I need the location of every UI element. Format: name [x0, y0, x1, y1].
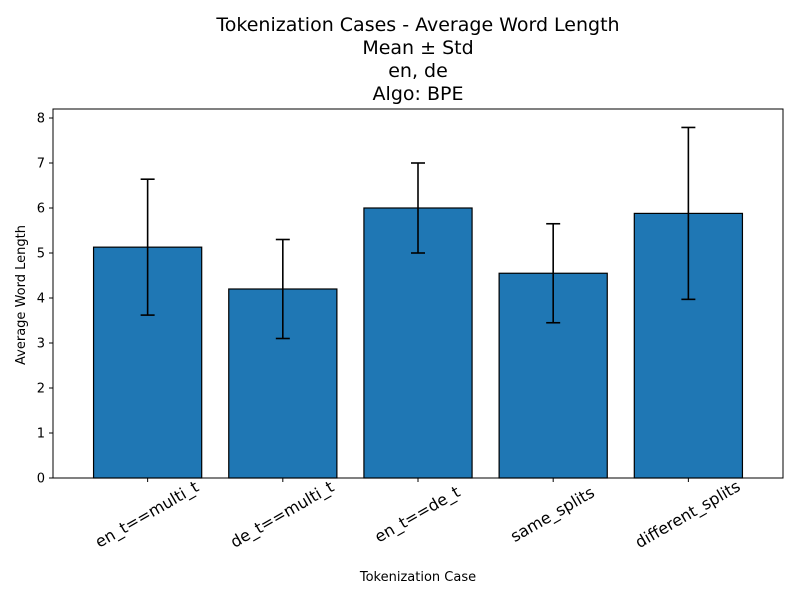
plot-area: 0 1 2 3 4 5 6 7 8 en_t==multi_t de_t==multi_t en_t=… — [37, 108, 784, 553]
title-line-1: Tokenization Cases - Average Word Length — [215, 14, 619, 36]
chart-title: Tokenization Cases - Average Word Length… — [215, 14, 619, 105]
x-axis-label: Tokenization Case — [359, 570, 476, 585]
x-tick-label-0: en_t==multi_t — [92, 477, 203, 552]
y-tick-label-5: 5 — [37, 247, 45, 262]
title-line-3: en, de — [388, 60, 448, 82]
title-line-2: Mean ± Std — [362, 37, 473, 59]
y-tick-label-1: 1 — [37, 427, 45, 442]
x-tick-label-1: de_t==multi_t — [227, 477, 338, 552]
y-tick-label-2: 2 — [37, 382, 45, 397]
y-tick-label-0: 0 — [37, 472, 45, 487]
x-tick-label-3: same_splits — [507, 483, 598, 547]
x-tick-label-2: en_t==de_t — [371, 482, 464, 547]
y-tick-label-6: 6 — [37, 202, 45, 217]
y-axis-label: Average Word Length — [14, 225, 29, 365]
y-tick-label-8: 8 — [37, 112, 45, 127]
title-line-4: Algo: BPE — [373, 83, 464, 105]
y-tick-label-3: 3 — [37, 337, 45, 352]
y-tick-label-7: 7 — [37, 157, 45, 172]
x-tick-label-4: different_splits — [632, 477, 744, 553]
y-tick-label-4: 4 — [37, 292, 45, 307]
